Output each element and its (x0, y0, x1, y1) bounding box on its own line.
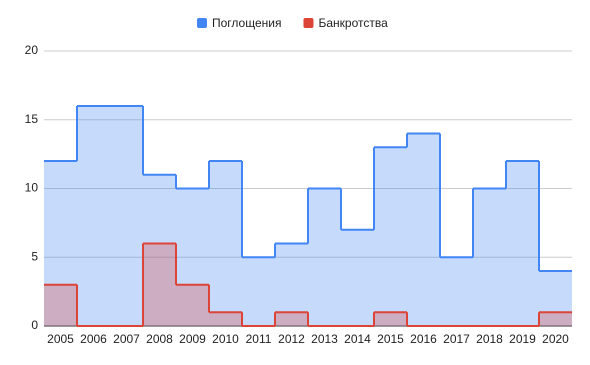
step-area (473, 188, 506, 326)
x-tick-label: 2011 (246, 332, 272, 346)
step-area (242, 257, 275, 326)
step-area (440, 257, 473, 326)
x-tick-label: 2015 (377, 332, 404, 346)
step-area (110, 106, 143, 326)
y-tick-label: 10 (25, 181, 39, 195)
x-tick-label: 2020 (542, 332, 569, 346)
y-tick-label: 5 (31, 249, 38, 263)
step-area (209, 312, 242, 326)
step-area (374, 312, 407, 326)
step-area (539, 271, 572, 326)
step-area (143, 243, 176, 326)
step-area (275, 312, 308, 326)
x-tick-label: 2019 (509, 332, 536, 346)
step-area (143, 174, 176, 326)
step-area (341, 229, 374, 326)
step-area (506, 161, 539, 326)
step-area (44, 284, 77, 326)
x-tick-label: 2016 (410, 332, 437, 346)
x-tick-label: 2013 (311, 332, 338, 346)
x-tick-label: 2017 (443, 332, 470, 346)
y-tick-label: 15 (25, 112, 39, 126)
step-area (539, 312, 572, 326)
legend-swatch (197, 18, 207, 28)
step-area (209, 161, 242, 326)
y-tick-label: 20 (25, 43, 39, 57)
legend-swatch (303, 18, 314, 28)
x-tick-label: 2014 (344, 332, 371, 346)
legend-label: Поглощения (212, 16, 281, 30)
x-tick-label: 2006 (80, 332, 107, 346)
x-tick-label: 2009 (179, 332, 206, 346)
x-tick-label: 2007 (113, 332, 140, 346)
x-tick-label: 2012 (278, 332, 305, 346)
x-tick-label: 2010 (212, 332, 239, 346)
step-area (176, 188, 209, 326)
y-tick-label: 0 (31, 318, 38, 332)
step-area (44, 161, 77, 326)
legend-label: Банкротства (318, 16, 388, 30)
step-area (77, 106, 110, 326)
step-area (374, 147, 407, 326)
step-area (407, 133, 440, 326)
x-tick-label: 2008 (146, 332, 173, 346)
step-area (176, 284, 209, 326)
x-tick-label: 2005 (47, 332, 74, 346)
x-tick-label: 2018 (476, 332, 503, 346)
step-area (308, 188, 341, 326)
